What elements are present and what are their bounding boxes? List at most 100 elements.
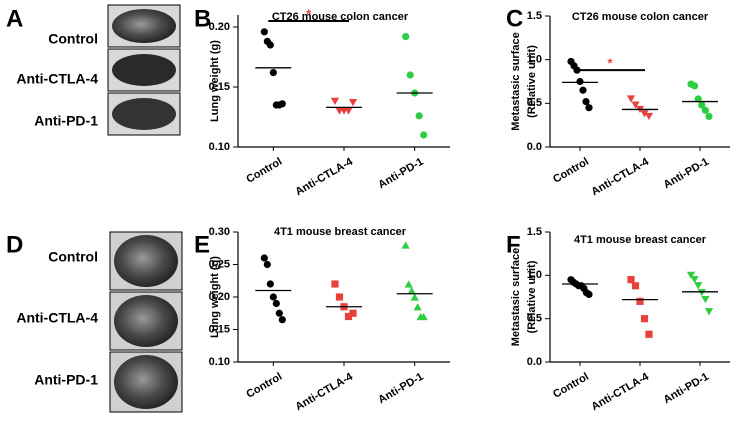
point [694,282,703,290]
point [419,312,428,321]
y-tick-label: 1.5 [527,226,542,238]
point [640,315,649,323]
x-tick-label: Anti-PD-1 [376,371,425,406]
point [585,290,593,298]
y-tick-label: 0.30 [209,226,230,238]
y-axis-label: Lung weight (g) [209,40,221,122]
chart-title: 4T1 mouse breast cancer [274,226,407,238]
y-tick-label: 0.5 [527,97,542,109]
point [691,82,699,90]
significance-label: * [607,56,613,71]
x-tick-label: Anti-CTLA-4 [589,155,651,198]
x-tick-label: Anti-CTLA-4 [293,370,355,413]
chart-title: 4T1 mouse breast cancer [574,234,707,246]
point [701,106,710,114]
image-label: Control [48,249,98,265]
point [401,241,410,249]
y-tick-label: 0.25 [209,258,230,270]
significance-label: * [306,6,312,21]
point [344,312,353,321]
point [330,97,340,105]
point [278,100,286,108]
point [420,131,428,139]
point [636,297,644,305]
point [697,289,706,297]
y-tick-label: 0.10 [209,356,230,368]
y-tick-label: 0.15 [209,323,230,335]
image-label: Control [48,31,98,47]
point [645,330,653,338]
point [686,271,696,279]
chart-title: CT26 mouse colon cancer [272,11,409,23]
point [263,260,271,269]
point [331,280,339,288]
y-axis-label: Lung weight (g) [209,256,221,338]
panel-label: B [194,5,211,32]
point [344,107,353,115]
point [631,282,640,290]
x-tick-label: Control [551,156,591,186]
point [698,101,706,109]
point [704,308,714,316]
point [413,303,422,311]
point [694,95,702,103]
point [701,296,710,304]
point [705,112,713,121]
y-axis-label: (Relative unit) [526,45,538,118]
y-tick-label: 0.15 [209,81,230,93]
x-tick-label: Anti-PD-1 [662,371,711,406]
point [404,280,413,288]
point [627,276,635,284]
x-tick-label: Anti-CTLA-4 [589,370,651,413]
chart-title: CT26 mouse colon cancer [572,11,709,23]
y-tick-label: 0.20 [209,21,230,33]
point [266,280,274,288]
y-tick-label: 0.0 [527,141,542,153]
point [269,293,277,301]
y-tick-label: 0.20 [209,291,230,303]
point [349,309,357,317]
x-tick-label: Control [244,371,284,401]
y-tick-label: 1.5 [527,10,542,22]
x-tick-label: Control [244,156,284,186]
point [410,293,419,301]
image-strip-a [107,4,181,136]
point [266,41,274,49]
point [644,112,654,121]
point [631,101,640,109]
point [579,86,587,94]
x-tick-label: Control [551,371,591,401]
y-tick-label: 0.0 [527,356,542,368]
panel-label: E [194,231,210,258]
y-axis-label: (Relative unit) [526,260,538,333]
panel-label: C [506,5,523,32]
point [269,69,277,77]
point [260,254,268,262]
y-axis-label: Metastasic surface [510,32,522,130]
point [406,71,414,79]
x-tick-label: Anti-PD-1 [662,156,711,191]
point [585,104,593,112]
x-tick-label: Anti-CTLA-4 [293,155,355,198]
panel-label: F [506,231,521,258]
point [582,97,590,106]
image-label: Anti-PD-1 [34,372,98,388]
point [402,33,410,41]
point [275,309,283,317]
point [415,112,423,120]
image-label: Anti-CTLA-4 [16,310,98,326]
x-tick-label: Anti-PD-1 [376,156,425,191]
image-strip-d [109,231,183,413]
y-axis-label: Metastasic surface [510,248,522,346]
image-label: Anti-PD-1 [34,113,98,129]
y-tick-label: 0.10 [209,141,230,153]
point [576,77,584,86]
point [690,276,699,284]
point [335,293,344,301]
point [407,286,416,295]
point [640,110,649,118]
y-tick-label: 1.0 [527,269,542,281]
y-tick-label: 0.5 [527,313,542,325]
image-label: Anti-CTLA-4 [16,71,98,87]
